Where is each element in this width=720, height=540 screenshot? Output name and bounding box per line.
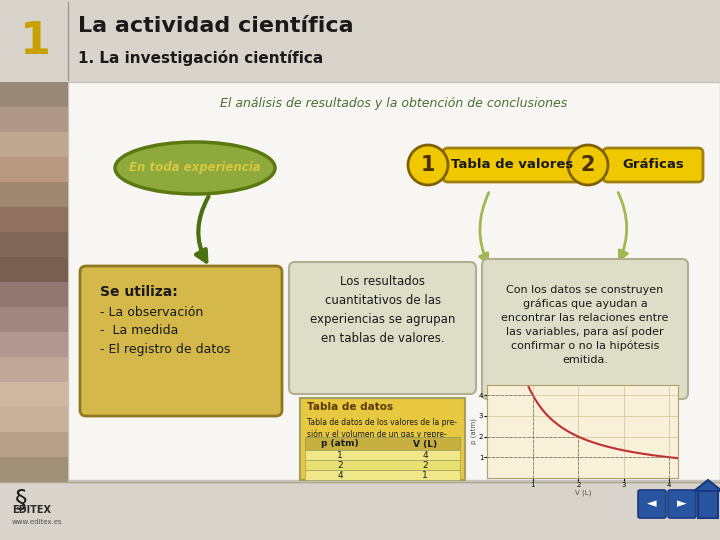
Text: 1: 1 bbox=[337, 450, 343, 460]
Text: En toda experiencia: En toda experiencia bbox=[129, 161, 261, 174]
FancyBboxPatch shape bbox=[0, 357, 68, 382]
FancyBboxPatch shape bbox=[289, 262, 476, 394]
FancyBboxPatch shape bbox=[0, 232, 68, 257]
FancyBboxPatch shape bbox=[0, 407, 68, 432]
Y-axis label: p (atm): p (atm) bbox=[471, 418, 477, 444]
Text: V (L): V (L) bbox=[413, 440, 437, 449]
Text: 1: 1 bbox=[19, 21, 50, 64]
FancyBboxPatch shape bbox=[0, 432, 68, 457]
FancyBboxPatch shape bbox=[482, 259, 688, 399]
Text: 1. La investigación científica: 1. La investigación científica bbox=[78, 50, 323, 66]
FancyBboxPatch shape bbox=[68, 82, 720, 480]
Text: 2: 2 bbox=[581, 155, 595, 175]
Circle shape bbox=[568, 145, 608, 185]
Text: Gráficas: Gráficas bbox=[622, 159, 684, 172]
Text: Con los datos se construyen
gráficas que ayudan a
encontrar las relaciones entre: Con los datos se construyen gráficas que… bbox=[501, 285, 669, 365]
Text: Tabla de datos de los valores de la pre-
sión y el volumen de un gas y repre-
se: Tabla de datos de los valores de la pre-… bbox=[307, 418, 457, 450]
FancyBboxPatch shape bbox=[698, 488, 718, 518]
Polygon shape bbox=[694, 480, 720, 491]
FancyBboxPatch shape bbox=[0, 382, 68, 407]
Text: Los resultados
cuantitativos de las
experiencias se agrupan
en tablas de valores: Los resultados cuantitativos de las expe… bbox=[310, 275, 456, 345]
Text: Se utiliza:: Se utiliza: bbox=[100, 285, 178, 299]
FancyBboxPatch shape bbox=[0, 82, 68, 107]
FancyBboxPatch shape bbox=[305, 450, 460, 460]
Ellipse shape bbox=[115, 142, 275, 194]
FancyBboxPatch shape bbox=[305, 437, 460, 450]
FancyBboxPatch shape bbox=[0, 182, 68, 207]
FancyBboxPatch shape bbox=[0, 0, 720, 82]
Text: -  La medida: - La medida bbox=[100, 325, 179, 338]
Text: 4: 4 bbox=[422, 450, 428, 460]
Text: La actividad científica: La actividad científica bbox=[78, 16, 354, 36]
FancyBboxPatch shape bbox=[668, 490, 696, 518]
FancyBboxPatch shape bbox=[443, 148, 581, 182]
FancyBboxPatch shape bbox=[0, 482, 720, 540]
FancyBboxPatch shape bbox=[0, 157, 68, 182]
FancyBboxPatch shape bbox=[0, 457, 68, 482]
FancyBboxPatch shape bbox=[603, 148, 703, 182]
Text: - El registro de datos: - El registro de datos bbox=[100, 343, 230, 356]
FancyBboxPatch shape bbox=[0, 307, 68, 332]
FancyBboxPatch shape bbox=[638, 490, 666, 518]
FancyBboxPatch shape bbox=[300, 398, 465, 480]
FancyBboxPatch shape bbox=[80, 266, 282, 416]
Text: 1: 1 bbox=[420, 155, 436, 175]
Text: Tabla de datos: Tabla de datos bbox=[307, 402, 393, 412]
FancyBboxPatch shape bbox=[305, 470, 460, 480]
Text: p (atm): p (atm) bbox=[321, 440, 359, 449]
Circle shape bbox=[408, 145, 448, 185]
Text: 2: 2 bbox=[337, 461, 343, 469]
FancyBboxPatch shape bbox=[0, 132, 68, 157]
Text: 2: 2 bbox=[422, 461, 428, 469]
Text: www.editex.es: www.editex.es bbox=[12, 519, 63, 525]
FancyBboxPatch shape bbox=[305, 460, 460, 470]
Text: - La observación: - La observación bbox=[100, 306, 203, 319]
Text: El análisis de resultados y la obtención de conclusiones: El análisis de resultados y la obtención… bbox=[220, 97, 567, 110]
FancyBboxPatch shape bbox=[0, 257, 68, 282]
Text: ►: ► bbox=[678, 497, 687, 510]
FancyBboxPatch shape bbox=[0, 282, 68, 307]
Text: ◄: ◄ bbox=[647, 497, 657, 510]
FancyBboxPatch shape bbox=[0, 332, 68, 357]
Text: §: § bbox=[15, 488, 27, 512]
FancyBboxPatch shape bbox=[0, 107, 68, 132]
Text: EDITEX: EDITEX bbox=[12, 505, 51, 515]
X-axis label: V (L): V (L) bbox=[575, 489, 591, 496]
Text: 1: 1 bbox=[422, 470, 428, 480]
FancyBboxPatch shape bbox=[0, 207, 68, 232]
Text: Tabla de valores: Tabla de valores bbox=[451, 159, 573, 172]
Text: 4: 4 bbox=[337, 470, 343, 480]
